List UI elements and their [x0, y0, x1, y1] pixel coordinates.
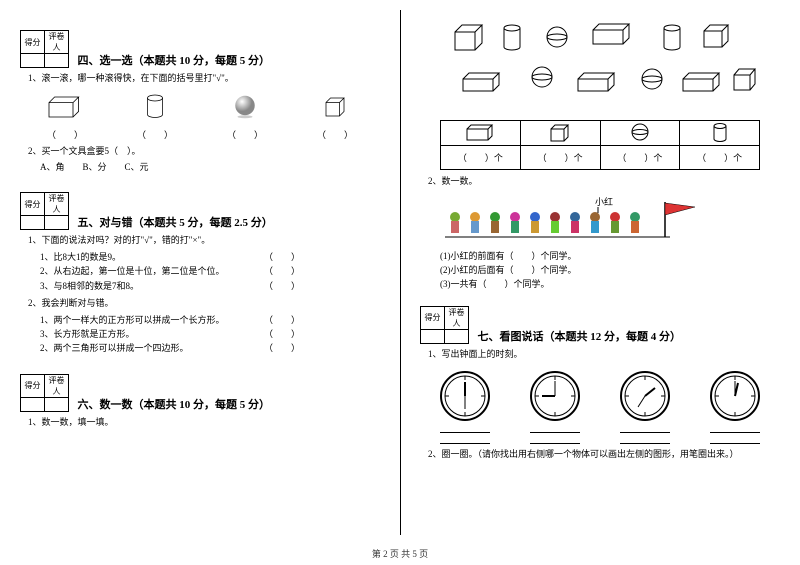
score-box: 得分评卷人	[420, 306, 469, 344]
tf-1: 1、比8大1的数是9。（ ）	[40, 250, 300, 264]
q7-2: 2、圈一圈。（请你找出用右侧哪一个物体可以画出左侧的图形，用笔圈出来。）	[428, 448, 780, 462]
q-count2: 2、数一数。	[428, 175, 780, 189]
score-header: 得分	[21, 31, 45, 54]
clock-icon	[708, 369, 763, 424]
column-divider	[400, 10, 401, 535]
people-q2: (2)小红的后面有（ ）个同学。	[440, 263, 780, 277]
paren-row-1: （ ） （ ） （ ） （ ）	[20, 128, 380, 141]
q5-2: 2、我会判断对与错。	[28, 297, 380, 311]
blank-line	[710, 443, 760, 444]
people-q3: (3)一共有（ ）个同学。	[440, 277, 780, 291]
score-box: 得分评卷人	[20, 374, 69, 412]
blank-line	[620, 443, 670, 444]
section-4-title: 四、选一选（本题共 10 分，每题 5 分）	[78, 52, 271, 68]
sphere-icon	[629, 121, 651, 143]
xiaohong-label: 小红	[595, 197, 613, 207]
section-7-title: 七、看图说话（本题共 12 分，每题 4 分）	[478, 328, 682, 344]
people-q1: (1)小红的前面有（ ）个同学。	[440, 249, 780, 263]
count-cell: （ ）个	[441, 146, 521, 170]
blank-line	[530, 432, 580, 433]
clocks-row	[420, 369, 780, 424]
q4-2: 2、买一个文具盒要5（ ）。	[28, 145, 380, 159]
people-illustration: 小红	[440, 197, 780, 245]
paren: （ ）	[47, 128, 83, 141]
grader-header: 评卷人	[45, 193, 69, 216]
cube-icon	[315, 92, 355, 122]
shapes-row-1	[20, 92, 380, 122]
cuboid-icon	[45, 92, 85, 122]
q4-1: 1、滚一滚，哪一种滚得快，在下面的括号里打"√"。	[28, 72, 380, 86]
count-cell: （ ）个	[680, 146, 760, 170]
paren: （ ）	[227, 128, 263, 141]
tf-5: 3、长方形就是正方形。（ ）	[40, 327, 300, 341]
cube-icon	[730, 65, 760, 93]
blank-line	[440, 432, 490, 433]
blank-line	[440, 443, 490, 444]
score-header: 得分	[21, 193, 45, 216]
count-cell: （ ）个	[600, 146, 680, 170]
clock-icon	[438, 369, 493, 424]
tf-6: 2、两个三角形可以拼成一个四边形。（ ）	[40, 341, 300, 355]
cube-icon	[450, 20, 490, 55]
sphere-icon	[530, 65, 555, 90]
score-box: 得分评卷人	[20, 192, 69, 230]
count-cell: （ ）个	[520, 146, 600, 170]
q7-1: 1、写出钟面上的时刻。	[428, 348, 780, 362]
cube-icon	[700, 20, 735, 50]
clock-blanks-2	[420, 443, 780, 444]
tf-2: 2、从右边起，第一位是十位，第二位是个位。（ ）	[40, 264, 300, 278]
sphere-icon	[640, 67, 665, 92]
score-box: 得分评卷人	[20, 30, 69, 68]
section-5-title: 五、对与错（本题共 5 分，每题 2.5 分）	[78, 214, 273, 230]
score-header: 得分	[421, 306, 445, 329]
clock-blanks	[420, 432, 780, 433]
cuboid-icon	[590, 20, 635, 48]
cylinder-icon	[500, 23, 525, 53]
shapes-scatter	[440, 15, 760, 115]
right-column: （ ）个 （ ）个 （ ）个 （ ）个 2、数一数。 小红 (1)小红的前面有（…	[400, 0, 800, 540]
section-6-title: 六、数一数（本题共 10 分，每题 5 分）	[78, 396, 271, 412]
paren: （ ）	[137, 128, 173, 141]
grader-header: 评卷人	[445, 306, 469, 329]
cylinder-icon	[135, 92, 175, 122]
tf-4: 1、两个一样大的正方形可以拼成一个长方形。（ ）	[40, 313, 300, 327]
cylinder-icon	[660, 23, 685, 53]
q6-1: 1、数一数，填一填。	[28, 416, 380, 430]
sphere-icon	[225, 92, 265, 122]
paren: （ ）	[317, 128, 353, 141]
grader-header: 评卷人	[45, 374, 69, 397]
page-footer: 第 2 页 共 5 页	[0, 547, 800, 560]
clock-icon	[618, 369, 673, 424]
q4-2-opts: A、角 B、分 C、元	[40, 160, 380, 174]
clock-icon	[528, 369, 583, 424]
blank-line	[620, 432, 670, 433]
cube-icon	[547, 121, 573, 143]
score-header: 得分	[21, 374, 45, 397]
tf-3: 3、与8相邻的数是7和8。（ ）	[40, 279, 300, 293]
blank-line	[710, 432, 760, 433]
cuboid-icon	[680, 70, 725, 95]
cylinder-icon	[710, 121, 730, 143]
q5-1: 1、下面的说法对吗？对的打"√"，错的打"×"。	[28, 234, 380, 248]
cuboid-icon	[463, 121, 498, 143]
grader-header: 评卷人	[45, 31, 69, 54]
count-table: （ ）个 （ ）个 （ ）个 （ ）个	[440, 120, 760, 170]
left-column: 得分评卷人 四、选一选（本题共 10 分，每题 5 分） 1、滚一滚，哪一种滚得…	[0, 0, 400, 540]
cuboid-icon	[460, 70, 505, 95]
blank-line	[530, 443, 580, 444]
sphere-icon	[545, 25, 570, 50]
cuboid-icon	[575, 70, 620, 95]
flag-icon	[665, 202, 695, 237]
